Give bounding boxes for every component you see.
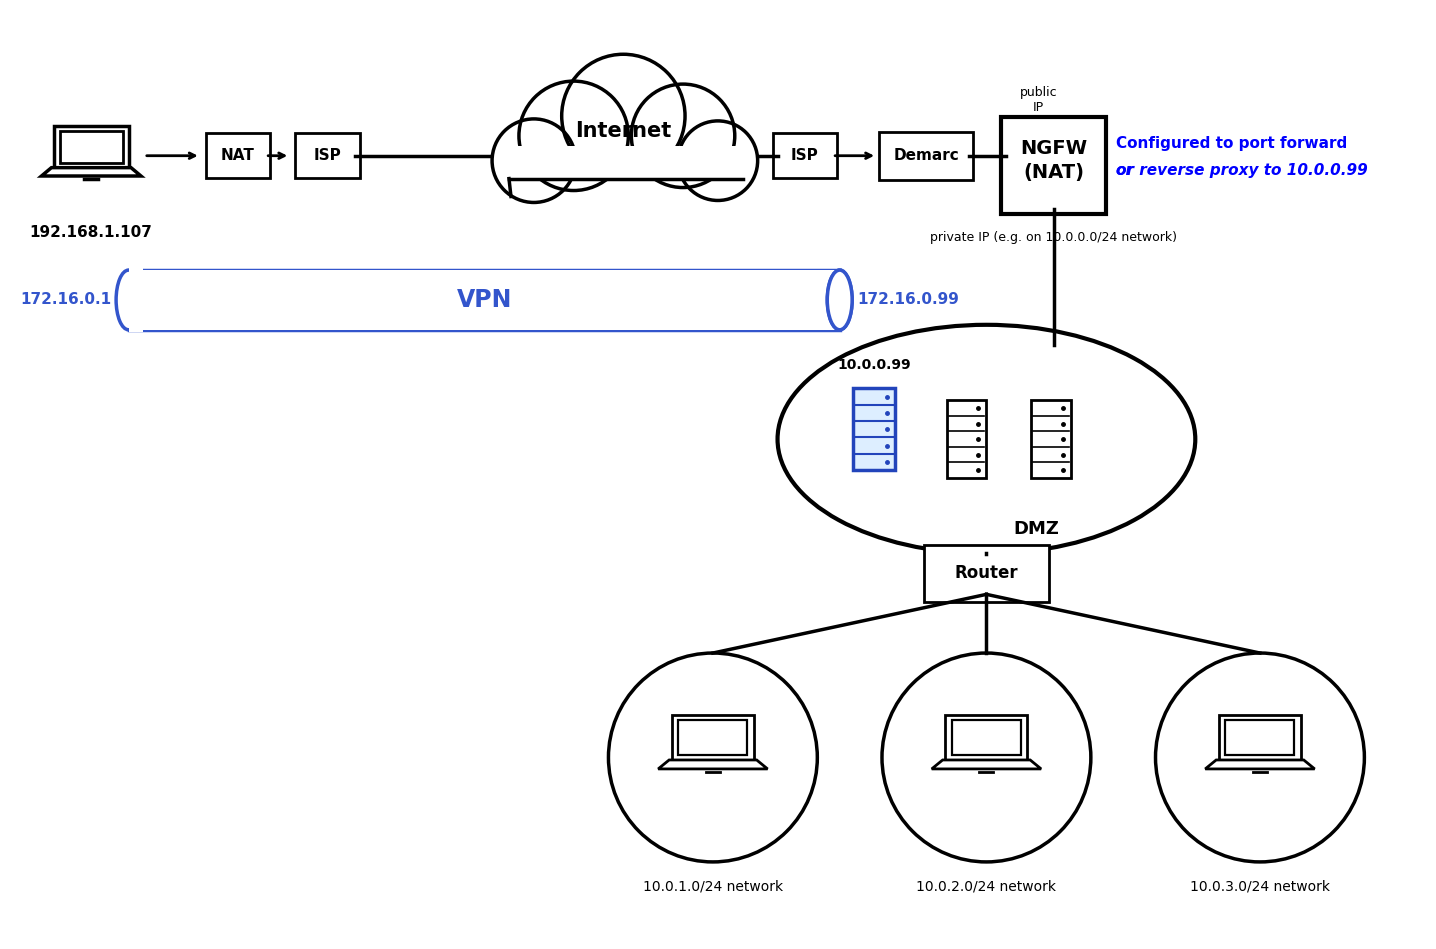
FancyBboxPatch shape xyxy=(946,400,987,478)
Circle shape xyxy=(609,653,817,862)
Text: 10.0.3.0/24 network: 10.0.3.0/24 network xyxy=(1190,880,1330,894)
Text: NAT: NAT xyxy=(221,148,254,163)
FancyBboxPatch shape xyxy=(923,545,1050,603)
Text: Configured to port forward: Configured to port forward xyxy=(1116,137,1347,151)
FancyBboxPatch shape xyxy=(853,388,895,470)
Circle shape xyxy=(632,84,735,188)
Text: Demarc: Demarc xyxy=(893,148,959,163)
Circle shape xyxy=(493,119,576,202)
FancyBboxPatch shape xyxy=(1031,400,1071,478)
Text: 172.16.0.99: 172.16.0.99 xyxy=(857,292,959,307)
FancyBboxPatch shape xyxy=(129,270,840,330)
Text: ISP: ISP xyxy=(313,148,342,163)
Text: VPN: VPN xyxy=(457,288,511,312)
Polygon shape xyxy=(60,131,122,163)
Polygon shape xyxy=(1205,760,1314,769)
Ellipse shape xyxy=(827,270,852,330)
Polygon shape xyxy=(1225,720,1294,754)
Text: Router: Router xyxy=(955,565,1018,583)
Polygon shape xyxy=(658,760,768,769)
Ellipse shape xyxy=(827,270,852,330)
Text: private IP (e.g. on 10.0.0.0/24 network): private IP (e.g. on 10.0.0.0/24 network) xyxy=(931,231,1178,244)
Polygon shape xyxy=(678,720,747,754)
Text: NGFW
(NAT): NGFW (NAT) xyxy=(1020,140,1087,182)
Text: 172.16.0.1: 172.16.0.1 xyxy=(20,292,111,307)
Polygon shape xyxy=(932,760,1041,769)
Text: 10.0.1.0/24 network: 10.0.1.0/24 network xyxy=(643,880,783,894)
FancyBboxPatch shape xyxy=(508,146,742,178)
FancyBboxPatch shape xyxy=(129,269,144,332)
FancyBboxPatch shape xyxy=(879,132,974,179)
Circle shape xyxy=(1156,653,1364,862)
Text: public
IP: public IP xyxy=(1020,86,1057,114)
Text: ISP: ISP xyxy=(791,148,819,163)
Circle shape xyxy=(518,81,629,191)
FancyBboxPatch shape xyxy=(1001,117,1106,214)
FancyBboxPatch shape xyxy=(773,133,837,178)
Ellipse shape xyxy=(777,325,1195,553)
Circle shape xyxy=(678,121,758,200)
Text: 192.168.1.107: 192.168.1.107 xyxy=(30,225,152,240)
Text: 10.0.2.0/24 network: 10.0.2.0/24 network xyxy=(916,880,1057,894)
Ellipse shape xyxy=(116,270,141,330)
Circle shape xyxy=(882,653,1091,862)
FancyBboxPatch shape xyxy=(296,133,360,178)
Polygon shape xyxy=(42,168,141,176)
Text: Internet: Internet xyxy=(576,121,672,140)
Text: or: or xyxy=(1116,163,1134,178)
Text: DMZ: DMZ xyxy=(1014,520,1058,538)
Polygon shape xyxy=(952,720,1021,754)
FancyBboxPatch shape xyxy=(205,133,270,178)
Circle shape xyxy=(561,54,685,177)
Text: or reverse proxy to 10.0.0.99: or reverse proxy to 10.0.0.99 xyxy=(1116,163,1367,178)
Text: 10.0.0.99: 10.0.0.99 xyxy=(837,358,910,372)
